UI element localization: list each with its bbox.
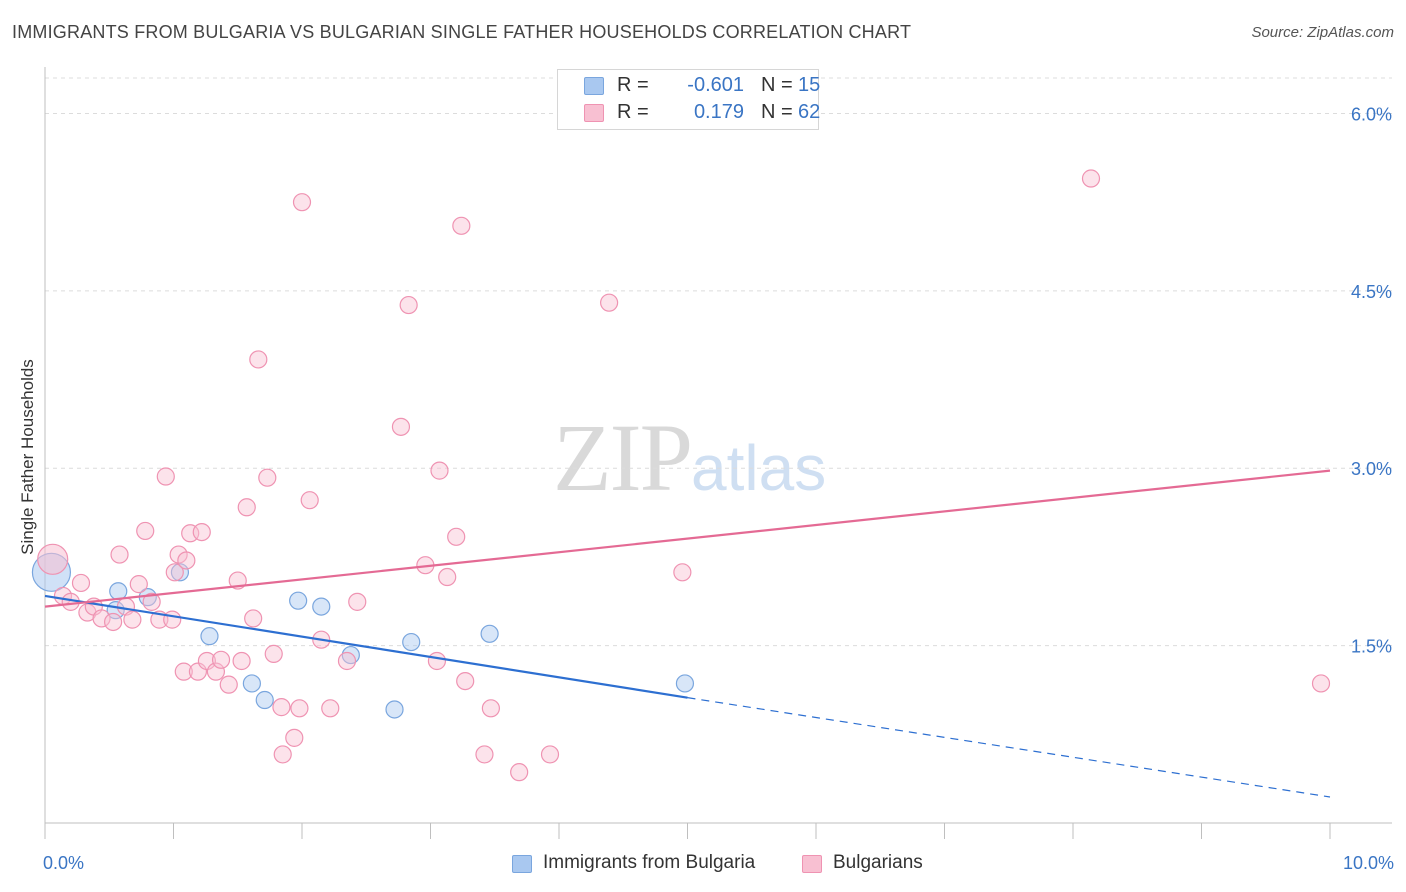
y-tick-label: 3.0% [1351,459,1392,479]
point-bulgarians [211,650,231,669]
bottom-legend-label: Immigrants from Bulgaria [543,852,756,873]
point-bulgarians [123,610,142,629]
point-bulgarians [163,610,182,629]
point-immigrants [289,591,308,610]
point-bulgarians [348,592,367,611]
point-immigrants [385,700,404,719]
bottom-legend-swatch-bulgarians [802,855,822,873]
point-immigrants [242,674,261,693]
legend-n-label: N = [761,101,793,123]
point-bulgarians [285,728,304,747]
point-bulgarians [71,573,91,593]
y-axis-label: Single Father Households [18,359,37,555]
source-text: Source: ZipAtlas.com [1251,24,1394,41]
point-bulgarians [129,575,148,594]
y-tick-label: 6.0% [1351,104,1392,124]
point-bulgarians [272,698,291,717]
point-bulgarians [232,651,251,671]
point-bulgarians [37,543,69,575]
point-bulgarians [540,745,560,764]
y-tick-label: 4.5% [1351,282,1392,302]
point-bulgarians [600,293,619,312]
point-bulgarians [273,745,292,764]
label-layer: 1.5% 3.0% 4.5% 6.0% 0.0% 10.0% [43,104,1394,873]
point-bulgarians [244,609,263,628]
point-bulgarians [258,468,277,487]
point-bulgarians [136,521,155,541]
point-bulgarians [673,563,692,582]
legend-r-label: R = [617,101,649,123]
point-immigrants [675,674,695,693]
point-bulgarians [206,662,226,681]
x-tick-label: 0.0% [43,853,84,873]
x-tick-label: 10.0% [1343,853,1394,873]
point-bulgarians [337,651,357,671]
point-immigrants [255,690,274,710]
point-bulgarians [249,350,268,369]
axis-layer [44,67,1392,839]
trend-line-immigrants-extension [687,697,1331,798]
legend-n-value: 62 [798,101,821,123]
point-bulgarians [300,491,319,510]
point-bulgarians [142,592,161,611]
y-tick-label: 1.5% [1351,637,1392,657]
point-bulgarians [399,295,418,315]
point-bulgarians [427,651,447,671]
legend: R = -0.601 N = 15 R = 0.179 N = 62 [557,69,821,130]
points-layer [31,169,1331,782]
watermark: ZIPatlas [553,402,826,513]
point-bulgarians [110,545,129,564]
point-bulgarians [192,522,211,542]
point-immigrants [312,597,331,616]
point-bulgarians [447,527,466,546]
legend-r-value: -0.601 [687,74,744,96]
point-immigrants [170,563,190,582]
point-bulgarians [290,699,309,718]
point-bulgarians [92,609,111,628]
point-bulgarians [321,699,340,718]
bottom-legend-label: Bulgarians [833,852,923,873]
point-bulgarians [391,417,411,436]
point-bulgarians [104,612,123,632]
point-bulgarians [452,216,471,235]
point-bulgarians [438,567,457,587]
point-bulgarians [1081,169,1101,188]
trend-line-bulgarians [44,469,1331,608]
watermark-zip: ZIP [553,404,693,511]
point-bulgarians [264,644,283,663]
bottom-legend: Immigrants from Bulgaria Bulgarians [0,852,1406,878]
point-bulgarians [475,745,494,764]
chart-title: IMMIGRANTS FROM BULGARIA VS BULGARIAN SI… [12,22,912,42]
point-bulgarians [177,551,196,570]
point-bulgarians [292,193,312,212]
point-bulgarians [481,699,500,718]
legend-swatch-immigrants [584,77,604,95]
legend-swatch-bulgarians [584,104,604,122]
point-immigrants [200,627,219,646]
point-bulgarians [174,662,193,681]
legend-r-label: R = [617,74,649,96]
point-immigrants [480,624,499,643]
point-bulgarians [237,498,256,517]
point-immigrants [402,632,421,652]
point-bulgarians [510,763,529,782]
point-bulgarians [219,675,238,694]
legend-n-label: N = [761,74,793,96]
trend-layer [44,469,1331,798]
point-bulgarians [156,467,175,486]
legend-n-value: 15 [798,74,821,96]
point-bulgarians [1311,674,1331,693]
point-bulgarians [456,671,475,691]
point-bulgarians [430,461,449,480]
grid-layer [45,77,1392,647]
trend-line-immigrants [44,594,688,699]
legend-r-value: 0.179 [693,101,744,123]
bottom-legend-swatch-immigrants [512,855,532,873]
point-bulgarians [165,563,184,582]
